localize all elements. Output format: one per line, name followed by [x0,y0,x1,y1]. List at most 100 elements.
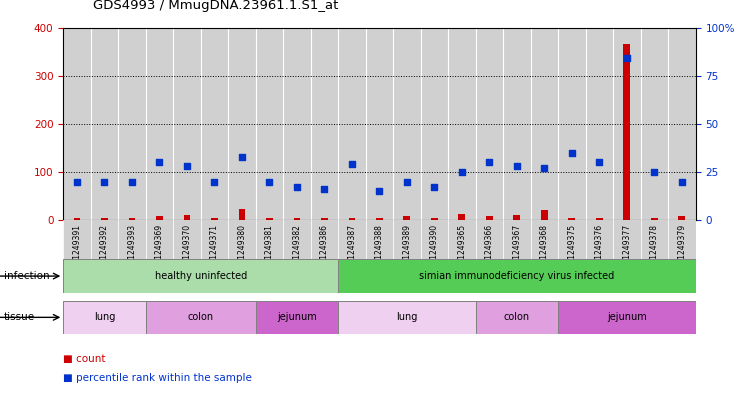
Text: GSM1249388: GSM1249388 [375,224,384,275]
Bar [366,220,393,293]
Bar [228,28,256,220]
Bar [586,220,613,293]
Bar [63,301,146,334]
Text: GSM1249387: GSM1249387 [347,224,356,275]
Bar [448,28,475,220]
Bar [339,28,366,220]
Bar [568,218,575,220]
Bar [211,218,218,220]
Bar [256,220,283,293]
Point [621,55,633,61]
Bar [339,301,475,334]
Point [263,178,275,185]
Text: lung: lung [397,312,417,322]
Bar [613,220,641,293]
Bar [283,220,311,293]
Point [649,169,661,175]
Point [236,153,248,160]
Bar [74,218,80,220]
Text: GSM1249389: GSM1249389 [403,224,411,275]
Point [539,165,551,171]
Bar [475,301,558,334]
Text: healthy uninfected: healthy uninfected [155,271,247,281]
Text: GSM1249366: GSM1249366 [485,224,494,275]
Bar [256,301,339,334]
Text: ■ percentile rank within the sample: ■ percentile rank within the sample [63,373,252,383]
Bar [458,214,465,220]
Bar [101,218,108,220]
Text: GSM1249381: GSM1249381 [265,224,274,275]
Bar [376,218,383,220]
Text: GSM1249365: GSM1249365 [458,224,466,275]
Bar [668,220,696,293]
Bar [339,259,696,293]
Bar [641,28,668,220]
Bar [503,220,530,293]
Bar [530,28,558,220]
Point [676,178,688,185]
Bar [63,220,91,293]
Point [429,184,440,191]
Bar [91,220,118,293]
Point [291,184,303,191]
Point [566,149,578,156]
Point [594,159,606,165]
Bar [283,28,311,220]
Text: simian immunodeficiency virus infected: simian immunodeficiency virus infected [420,271,615,281]
Bar [91,28,118,220]
Text: colon: colon [504,312,530,322]
Bar [668,28,696,220]
Bar [173,220,201,293]
Text: GSM1249393: GSM1249393 [127,224,136,275]
Bar [348,218,356,220]
Bar [586,28,613,220]
Point [401,178,413,185]
Bar [156,216,163,220]
Bar [366,28,393,220]
Bar [184,215,190,220]
Bar [403,216,411,220]
Bar [294,218,301,220]
Bar [266,218,273,220]
Point [126,178,138,185]
Bar [129,218,135,220]
Bar [201,28,228,220]
Bar [118,220,146,293]
Bar [475,220,503,293]
Text: jejunum: jejunum [277,312,317,322]
Text: infection: infection [4,271,49,281]
Bar [623,44,630,220]
Bar [420,28,448,220]
Bar [393,28,420,220]
Bar [503,28,530,220]
Bar [146,220,173,293]
Text: ■ count: ■ count [63,354,106,364]
Bar [448,220,475,293]
Text: GSM1249390: GSM1249390 [430,224,439,275]
Bar [321,218,328,220]
Point [456,169,468,175]
Bar [679,216,685,220]
Text: colon: colon [187,312,214,322]
Bar [431,218,438,220]
Point [346,161,358,167]
Text: GSM1249379: GSM1249379 [677,224,687,275]
Text: GSM1249367: GSM1249367 [513,224,522,275]
Bar [63,259,339,293]
Point [153,159,165,165]
Bar [146,301,256,334]
Text: lung: lung [94,312,115,322]
Point [181,163,193,169]
Text: jejunum: jejunum [607,312,647,322]
Text: GSM1249371: GSM1249371 [210,224,219,275]
Bar [596,218,603,220]
Point [71,178,83,185]
Text: GSM1249368: GSM1249368 [540,224,549,275]
Bar [173,28,201,220]
Text: GDS4993 / MmugDNA.23961.1.S1_at: GDS4993 / MmugDNA.23961.1.S1_at [93,0,339,12]
Bar [613,28,641,220]
Bar [63,28,91,220]
Text: GSM1249386: GSM1249386 [320,224,329,275]
Text: GSM1249377: GSM1249377 [623,224,632,275]
Text: GSM1249369: GSM1249369 [155,224,164,275]
